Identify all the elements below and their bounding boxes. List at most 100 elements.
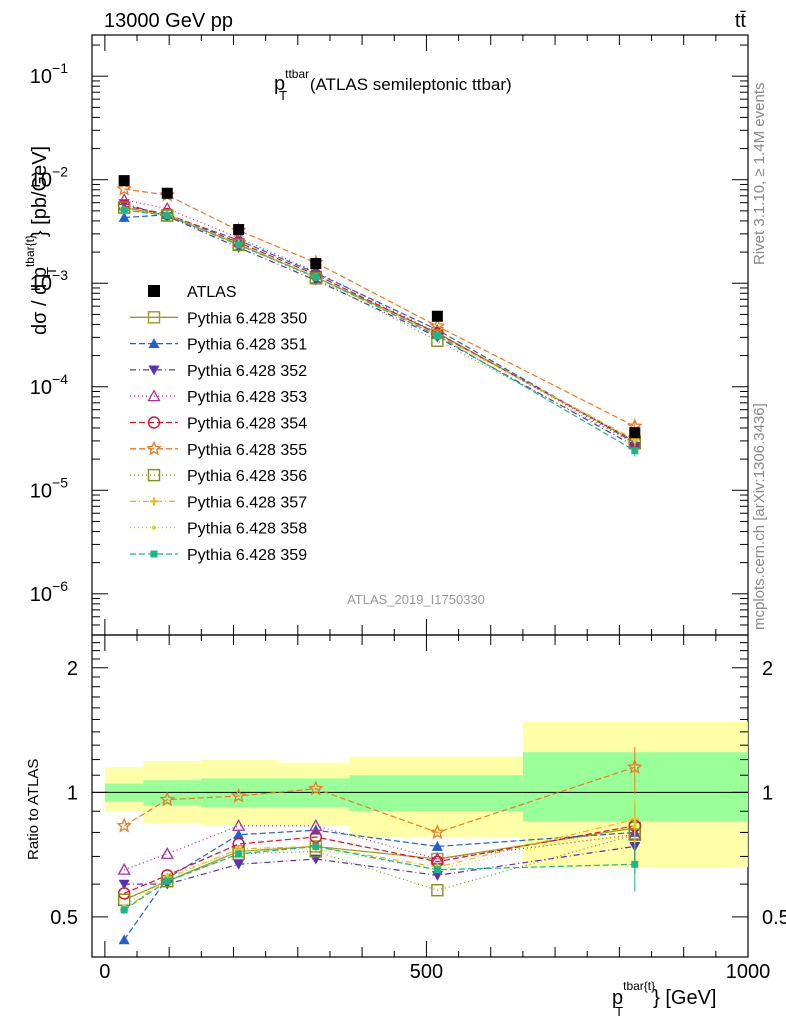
legend-marker [147, 311, 161, 324]
main-series-marker [163, 211, 171, 219]
legend-entry-label: Pythia 6.428 357 [187, 494, 307, 511]
main-series-marker [232, 238, 245, 252]
main-series-group [116, 180, 643, 457]
analysis-id-label: ATLAS_2019_I1750330 [347, 592, 485, 607]
axis-ticks: 10−1 10−2 10−3 10−4 10−5 10−6 0 500 1000 2 2 1 1 0.5 0… [30, 35, 786, 983]
legend-entry-atlas: ATLAS [187, 284, 237, 301]
atlas-data-marker [233, 224, 245, 236]
ratio-series-marker [431, 870, 443, 881]
ratio-series-marker [163, 877, 171, 885]
legend-entry-label: Pythia 6.428 355 [187, 442, 307, 459]
main-series-line [123, 203, 636, 447]
ratio-y-axis-label: Ratio to ATLAS [25, 759, 42, 860]
main-y-axis-label: dσ / d ptbar{t}T} [pb/GeV] [23, 146, 59, 335]
ratio-y-tick-label: 0.5 [50, 907, 78, 929]
x-tick-label: 500 [410, 961, 443, 983]
main-series-marker [312, 273, 320, 281]
atlas-data-marker [118, 175, 130, 187]
ratio-series-marker [235, 850, 243, 858]
ratio-series-marker [120, 906, 128, 914]
legend-marker [147, 416, 161, 429]
rivet-version-label: Rivet 3.1.10, ≥ 1.4M events [751, 83, 768, 266]
ratio-series-marker [309, 818, 323, 831]
ratio-series-marker [165, 873, 170, 878]
ratio-series-marker [627, 759, 643, 774]
ratio-series-line [123, 829, 635, 941]
ratio-y-tick-label: 2 [67, 658, 78, 680]
main-y-tick-label: 10−5 [30, 474, 68, 502]
x-axis-label: ptbar{t} T} [GeV] [612, 979, 716, 1019]
legend-marker [152, 525, 156, 530]
main-series-marker [117, 193, 131, 206]
main-series-marker [433, 332, 441, 340]
inner-band-bin [349, 775, 523, 812]
main-y-tick-label: 10−4 [30, 371, 68, 399]
main-series-marker [120, 206, 128, 214]
atlas-data-points [118, 175, 641, 439]
legend-marker [148, 338, 160, 348]
main-series-marker [309, 272, 323, 285]
ratio-series-marker [117, 887, 131, 900]
legend-entry-label: Pythia 6.428 359 [187, 547, 307, 564]
main-series-marker [118, 212, 130, 222]
main-series-line [124, 188, 636, 427]
main-series-marker [161, 209, 174, 222]
legend: ATLAS Pythia 6.428 350 Pythia 6.428 351 Pyt… [130, 284, 307, 564]
main-series-marker [631, 447, 639, 455]
main-plot-frame [91, 34, 749, 636]
main-series-marker [235, 241, 243, 249]
atlas-data-marker [431, 310, 443, 322]
header-process-label: tt̄ [735, 10, 747, 32]
ratio-series-line [123, 825, 635, 894]
ratio-series-marker [233, 829, 245, 840]
ratio-series-marker [233, 859, 245, 870]
ratio-series-marker [118, 934, 130, 945]
legend-marker [150, 497, 158, 506]
legend-marker [147, 468, 161, 482]
ratio-series-marker [431, 884, 444, 897]
atlas-data-marker [161, 187, 173, 199]
main-series-marker [632, 439, 637, 444]
main-y-tick-label: 10−3 [30, 267, 68, 295]
ratio-series-marker [312, 842, 320, 850]
legend-atlas-marker [148, 285, 160, 297]
ratio-y-tick-label: 1 [67, 782, 78, 804]
main-series-marker [429, 318, 446, 333]
main-series-line [124, 214, 636, 444]
ratio-series-line [123, 825, 635, 907]
ratio-series-line [123, 818, 635, 911]
legend-entry-label: Pythia 6.428 358 [187, 521, 307, 538]
main-series-line [124, 199, 636, 444]
ratio-series-marker [429, 824, 446, 840]
ratio-y-tick-label-right: 2 [762, 658, 773, 680]
ratio-series-marker [117, 862, 131, 875]
ratio-series-marker [159, 791, 175, 807]
ratio-series-marker [431, 840, 443, 851]
legend-entry-label: Pythia 6.428 353 [187, 389, 307, 406]
legend-entry-label: Pythia 6.428 356 [187, 468, 307, 485]
x-tick-label: 0 [99, 961, 110, 983]
legend-entry-label: Pythia 6.428 350 [187, 310, 307, 327]
legend-marker [147, 389, 161, 402]
legend-marker [150, 550, 158, 558]
plot-title: pttbar T (ATLAS semileptonic ttbar) [274, 67, 512, 103]
ratio-series-group [116, 746, 643, 945]
mcplots-credit-label: mcplots.cern.ch [arXiv:1306.3436] [751, 403, 768, 630]
ratio-series-marker [433, 866, 441, 874]
legend-entry-label: Pythia 6.428 351 [187, 337, 307, 354]
legend-entry-label: Pythia 6.428 352 [187, 363, 307, 380]
ratio-y-tick-label-right: 0.5 [762, 907, 786, 929]
main-series-line [124, 209, 636, 452]
legend-marker [148, 365, 160, 376]
ratio-series-line [123, 766, 635, 834]
main-y-tick-label: 10−2 [30, 164, 68, 192]
ratio-series-marker [631, 860, 639, 868]
main-y-tick-label: 10−6 [30, 578, 68, 606]
header-energy-label: 13000 GeV pp [104, 10, 233, 32]
x-tick-label: 1000 [726, 961, 771, 983]
legend-marker [146, 440, 162, 456]
ratio-series-line [123, 845, 635, 911]
ratio-series-marker [118, 879, 130, 890]
ratio-series-marker [230, 787, 247, 803]
